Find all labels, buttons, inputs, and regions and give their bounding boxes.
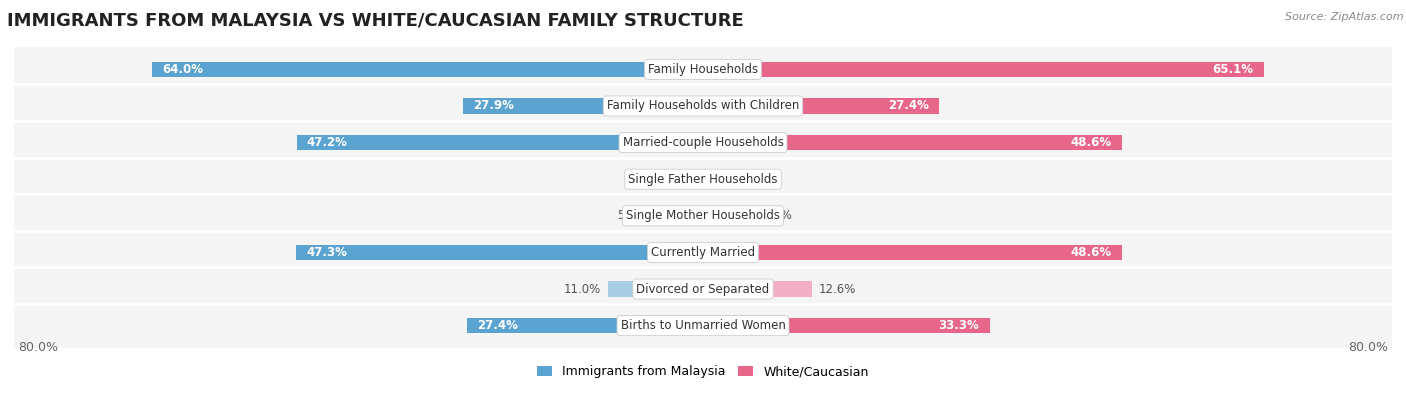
Bar <box>295 245 703 260</box>
Bar <box>609 281 703 297</box>
Text: 27.9%: 27.9% <box>472 100 515 113</box>
Bar <box>152 62 703 77</box>
Text: 2.0%: 2.0% <box>650 173 679 186</box>
Text: 48.6%: 48.6% <box>1070 136 1111 149</box>
Text: 65.1%: 65.1% <box>1212 63 1253 76</box>
Text: 2.4%: 2.4% <box>731 173 761 186</box>
FancyBboxPatch shape <box>10 256 1396 322</box>
Bar <box>703 98 939 114</box>
Text: 27.4%: 27.4% <box>887 100 928 113</box>
Text: Married-couple Households: Married-couple Households <box>623 136 783 149</box>
FancyBboxPatch shape <box>10 73 1396 139</box>
Text: 80.0%: 80.0% <box>1347 341 1388 354</box>
Bar <box>686 171 703 187</box>
FancyBboxPatch shape <box>10 219 1396 286</box>
Text: 48.6%: 48.6% <box>1070 246 1111 259</box>
Bar <box>703 62 1264 77</box>
Text: IMMIGRANTS FROM MALAYSIA VS WHITE/CAUCASIAN FAMILY STRUCTURE: IMMIGRANTS FROM MALAYSIA VS WHITE/CAUCAS… <box>7 12 744 30</box>
Bar <box>703 281 811 297</box>
Bar <box>297 135 703 150</box>
Bar <box>703 208 755 224</box>
Text: Single Mother Households: Single Mother Households <box>626 209 780 222</box>
Bar <box>703 171 724 187</box>
Text: 33.3%: 33.3% <box>939 319 980 332</box>
FancyBboxPatch shape <box>10 292 1396 359</box>
Bar <box>703 245 1122 260</box>
Text: 5.7%: 5.7% <box>617 209 647 222</box>
Text: Family Households with Children: Family Households with Children <box>607 100 799 113</box>
Text: 11.0%: 11.0% <box>564 282 602 295</box>
Bar <box>654 208 703 224</box>
Text: Single Father Households: Single Father Households <box>628 173 778 186</box>
FancyBboxPatch shape <box>10 109 1396 176</box>
Legend: Immigrants from Malaysia, White/Caucasian: Immigrants from Malaysia, White/Caucasia… <box>533 360 873 384</box>
Text: 6.1%: 6.1% <box>762 209 793 222</box>
Text: Source: ZipAtlas.com: Source: ZipAtlas.com <box>1285 12 1403 22</box>
FancyBboxPatch shape <box>10 146 1396 213</box>
Text: Family Households: Family Households <box>648 63 758 76</box>
FancyBboxPatch shape <box>10 182 1396 249</box>
Bar <box>703 318 990 333</box>
Text: 12.6%: 12.6% <box>818 282 856 295</box>
Bar <box>467 318 703 333</box>
Bar <box>703 135 1122 150</box>
Text: Divorced or Separated: Divorced or Separated <box>637 282 769 295</box>
Text: 47.2%: 47.2% <box>307 136 347 149</box>
Text: Births to Unmarried Women: Births to Unmarried Women <box>620 319 786 332</box>
Bar <box>463 98 703 114</box>
Text: 27.4%: 27.4% <box>478 319 519 332</box>
Text: 64.0%: 64.0% <box>162 63 204 76</box>
Text: 80.0%: 80.0% <box>18 341 59 354</box>
Text: 47.3%: 47.3% <box>307 246 347 259</box>
Text: Currently Married: Currently Married <box>651 246 755 259</box>
FancyBboxPatch shape <box>10 36 1396 103</box>
